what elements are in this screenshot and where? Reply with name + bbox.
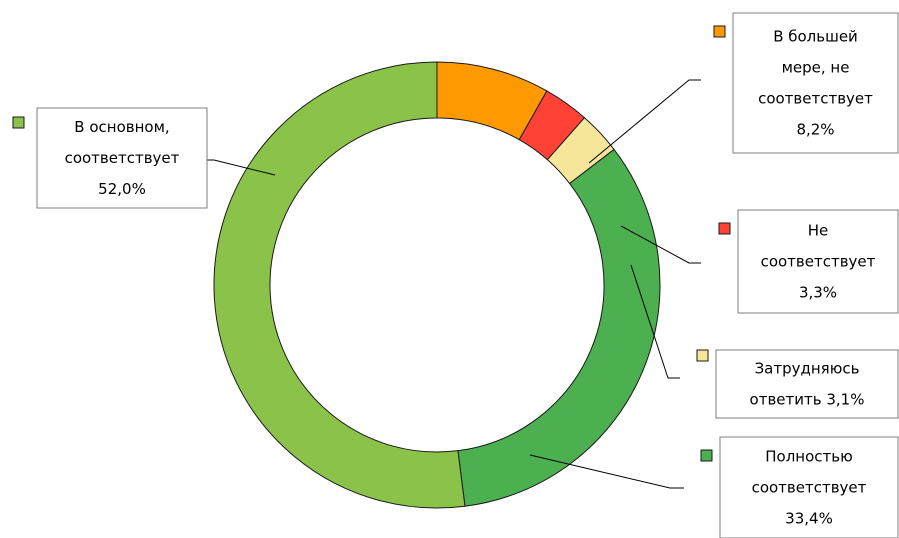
label-line: Не — [808, 222, 829, 240]
donut-segments — [213, 61, 661, 509]
label-box — [732, 12, 899, 154]
label-line: В основном, — [74, 118, 169, 136]
label-line: В большей — [773, 28, 858, 46]
label-box — [737, 209, 899, 314]
label-line: Затрудняюсь — [755, 360, 860, 378]
data-label-mostly-not-matching: В большей мере, не соответствует 8,2% — [713, 12, 899, 154]
label-box — [719, 436, 899, 538]
label-line: Полностью — [765, 448, 852, 466]
legend-key-icon — [700, 449, 713, 462]
label-line: соответствует — [65, 149, 180, 167]
label-line: соответствует — [752, 479, 867, 497]
leader-line-fully-matching — [529, 454, 684, 489]
label-line: соответствует — [761, 253, 876, 271]
label-line: 3,3% — [799, 284, 837, 302]
leader-line-hard-to-answer — [630, 264, 680, 379]
segment-mostly-matching — [213, 61, 466, 509]
label-line: мере, не — [782, 59, 850, 77]
label-box — [715, 349, 899, 419]
data-labels: В большей мере, не соответствует 8,2% Не соот… — [12, 12, 899, 538]
label-line: 33,4% — [785, 510, 833, 528]
leader-line-not-matching — [620, 225, 701, 264]
label-line: 8,2% — [796, 121, 834, 139]
label-line: 52,0% — [98, 180, 146, 198]
data-label-not-matching: Не соответствует 3,3% — [718, 209, 899, 314]
data-label-hard-to-answer: Затрудняюсь ответить 3,1% — [696, 349, 899, 419]
legend-key-icon — [696, 349, 709, 362]
segment-fully-matching — [457, 148, 661, 507]
leader-line-mostly-not-matching — [588, 79, 701, 164]
leader-line-mostly-matching — [207, 159, 276, 176]
label-box — [36, 107, 208, 209]
data-label-mostly-matching: В основном, соответствует 52,0% — [12, 107, 208, 209]
label-line: ответить 3,1% — [750, 391, 865, 409]
label-line: соответствует — [758, 90, 873, 108]
leader-lines — [207, 79, 701, 489]
data-label-fully-matching: Полностью соответствует 33,4% — [700, 436, 899, 538]
legend-key-icon — [12, 116, 25, 129]
legend-key-icon — [713, 25, 726, 38]
legend-key-icon — [718, 222, 731, 235]
